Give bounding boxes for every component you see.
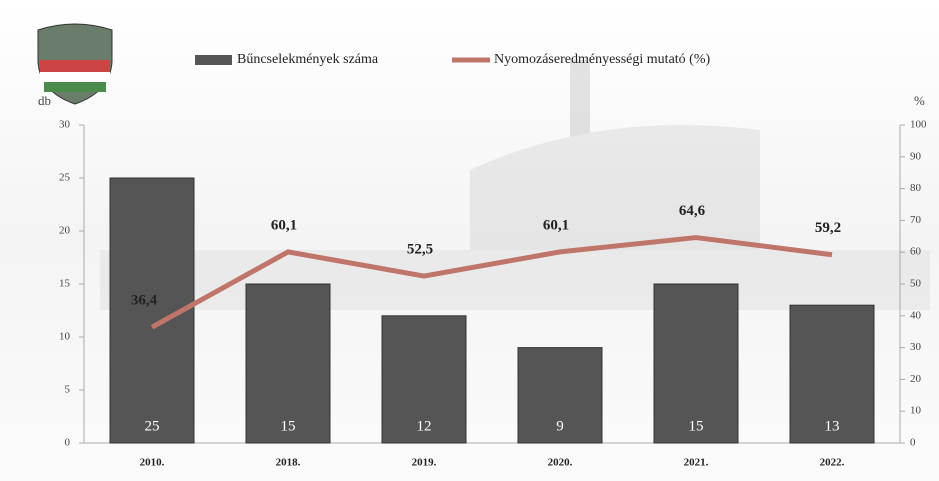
y2-tick-label: 10 [910, 405, 922, 417]
line-value-label: 36,4 [131, 293, 158, 309]
y-tick-label: 15 [59, 278, 71, 290]
y2-tick-label: 20 [910, 373, 922, 385]
y2-tick-label: 70 [910, 214, 922, 226]
bar-value-label: 15 [281, 418, 296, 434]
y2-tick-label: 40 [910, 309, 922, 321]
y-tick-label: 5 [65, 384, 71, 396]
line-value-label: 60,1 [543, 217, 569, 233]
y2-tick-label: 50 [910, 278, 922, 290]
line-value-label: 60,1 [271, 217, 297, 233]
y-tick-label: 10 [59, 331, 71, 343]
x-tick-label: 2019. [412, 457, 437, 469]
y-axis-title: db [38, 93, 51, 108]
line-value-label: 52,5 [407, 241, 433, 257]
bar-value-label: 15 [689, 418, 704, 434]
y2-tick-label: 30 [910, 341, 922, 353]
legend-label: Nyomozáseredményességi mutató (%) [494, 52, 710, 67]
line-value-label: 59,2 [815, 220, 841, 236]
x-tick-label: 2018. [276, 457, 301, 469]
bar-value-label: 25 [145, 418, 160, 434]
chart: db % 0 5 10 15 20 25 30 0 10 20 30 40 50 60 70 80 90 100 2… [0, 0, 939, 481]
y2-tick-label: 80 [910, 182, 922, 194]
y2-tick-label: 100 [910, 119, 927, 131]
bar-value-label: 12 [417, 418, 432, 434]
y-tick-label: 20 [59, 225, 71, 237]
x-tick-label: 2020. [548, 457, 573, 469]
y-tick-label: 25 [59, 172, 71, 184]
line-value-label: 64,6 [679, 203, 706, 219]
y2-tick-label: 90 [910, 150, 922, 162]
legend-swatch [195, 55, 232, 65]
y2-axis-title: % [914, 93, 925, 108]
x-tick-label: 2022. [820, 457, 845, 469]
x-tick-label: 2021. [684, 457, 709, 469]
y2-tick-label: 0 [910, 437, 916, 449]
bar-value-label: 9 [556, 418, 564, 434]
bar-value-label: 13 [825, 418, 840, 434]
y-tick-label: 0 [65, 437, 71, 449]
y-tick-label: 30 [59, 119, 71, 131]
x-tick-label: 2010. [140, 457, 165, 469]
legend-label: Bűncselekmények száma [237, 52, 379, 67]
y2-tick-label: 60 [910, 246, 922, 258]
